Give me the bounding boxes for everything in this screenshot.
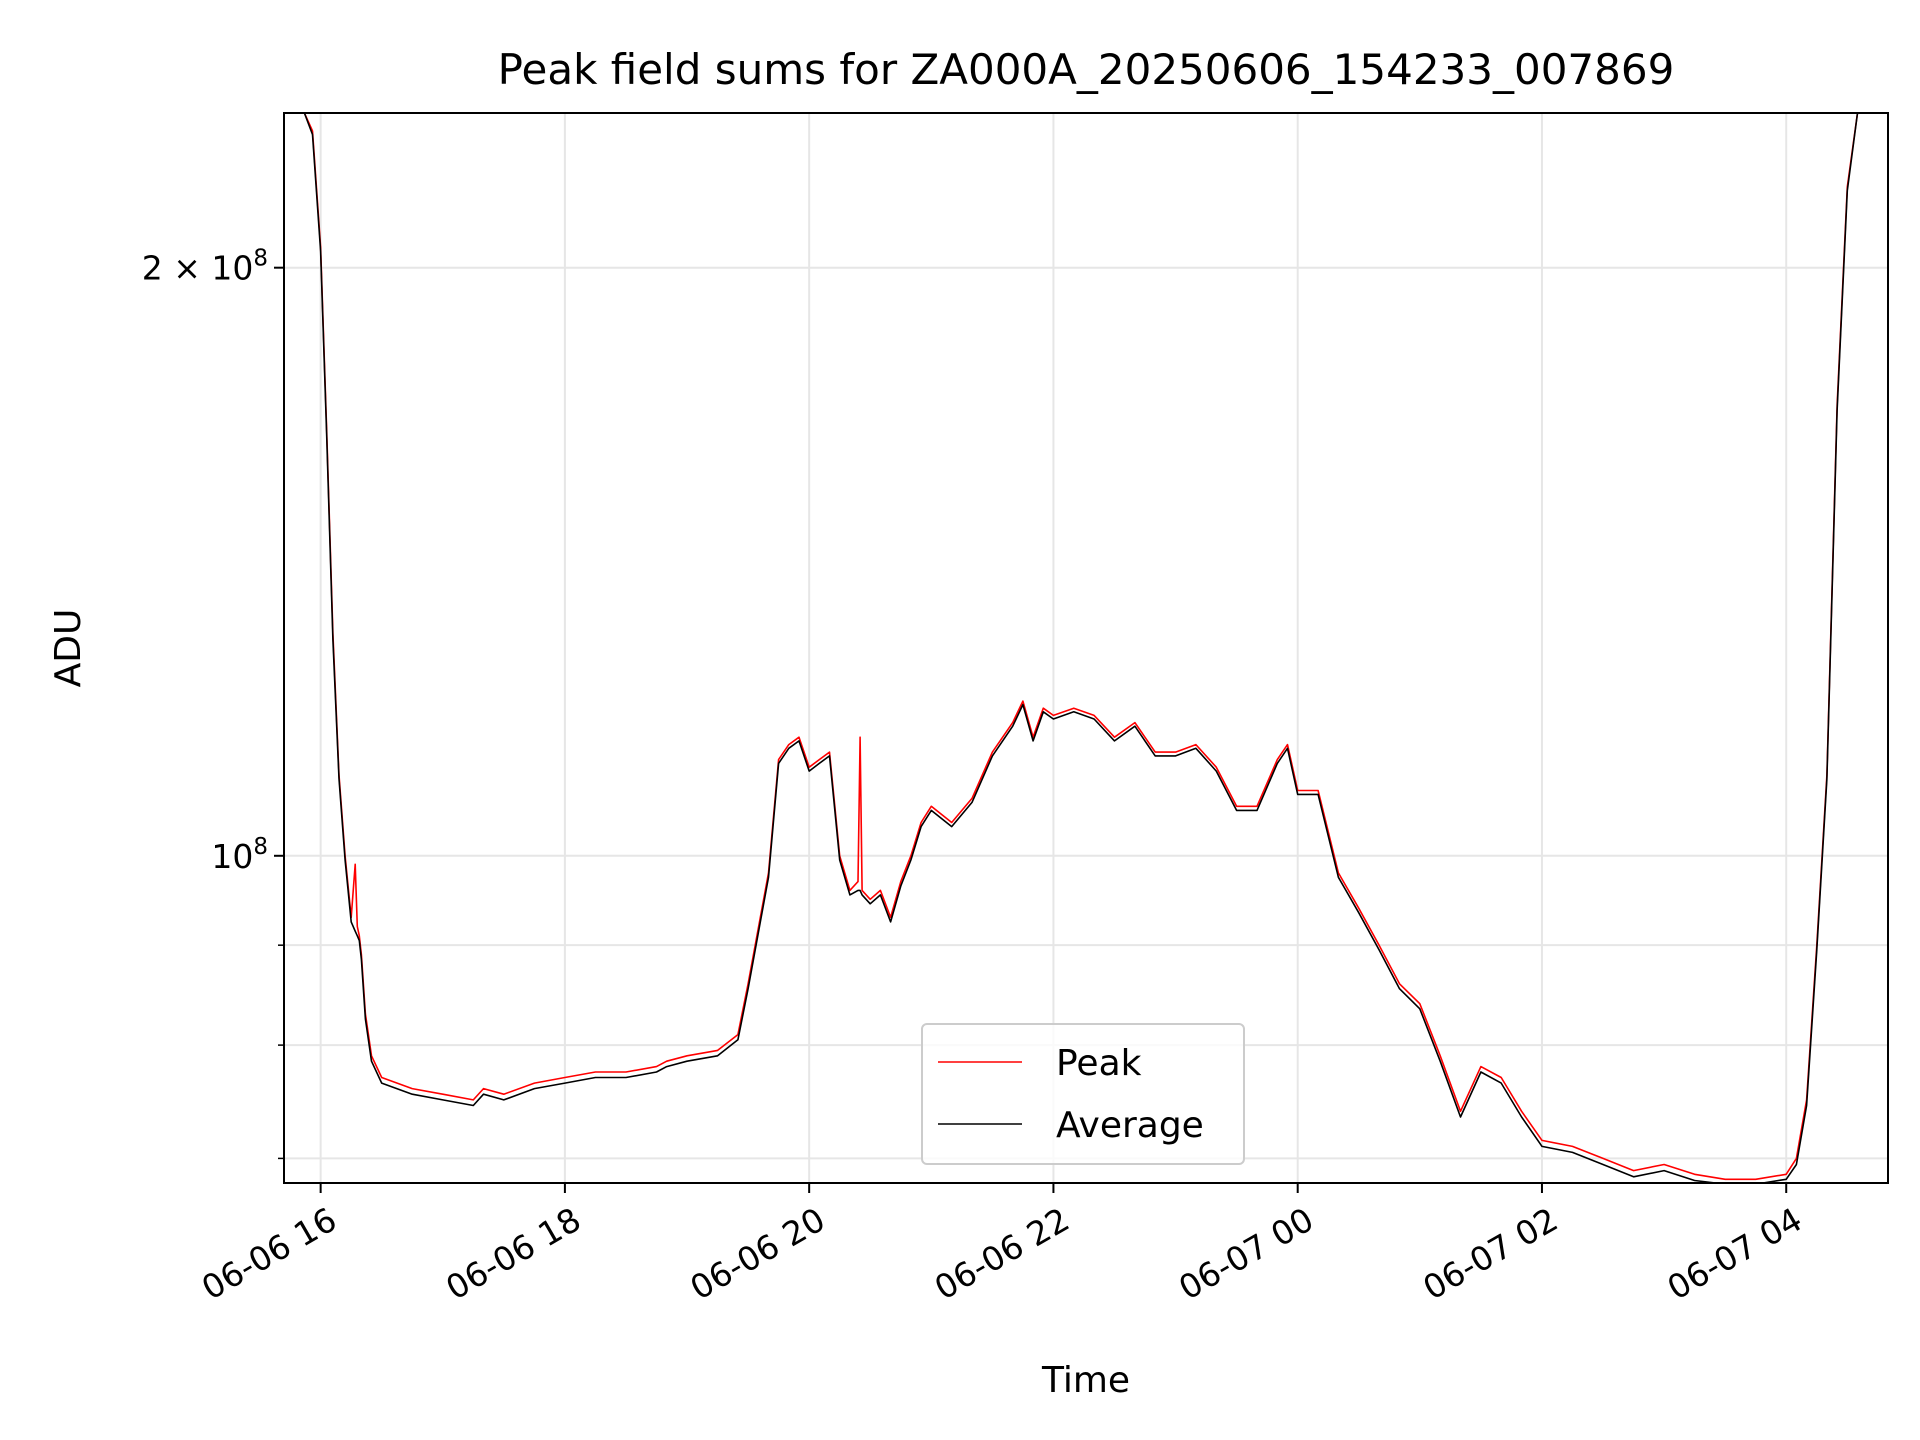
y-tick-label: 2 × 108: [142, 246, 268, 288]
series-line-peak: [303, 113, 1868, 1181]
y-axis-label: ADU: [48, 609, 89, 688]
legend-box: [921, 1023, 1245, 1165]
y-tick-label: 108: [211, 834, 268, 876]
legend-label-peak: Peak: [1056, 1043, 1142, 1084]
x-axis-label: Time: [1041, 1360, 1130, 1401]
legend-label-average: Average: [1056, 1105, 1204, 1146]
chart-title: Peak field sums for ZA000A_20250606_1542…: [498, 45, 1675, 94]
series-lines: [303, 113, 1868, 1183]
legend: Peak Average: [921, 1023, 1245, 1165]
plot-area-frame: [283, 112, 1889, 1184]
series-line-average: [303, 113, 1868, 1183]
